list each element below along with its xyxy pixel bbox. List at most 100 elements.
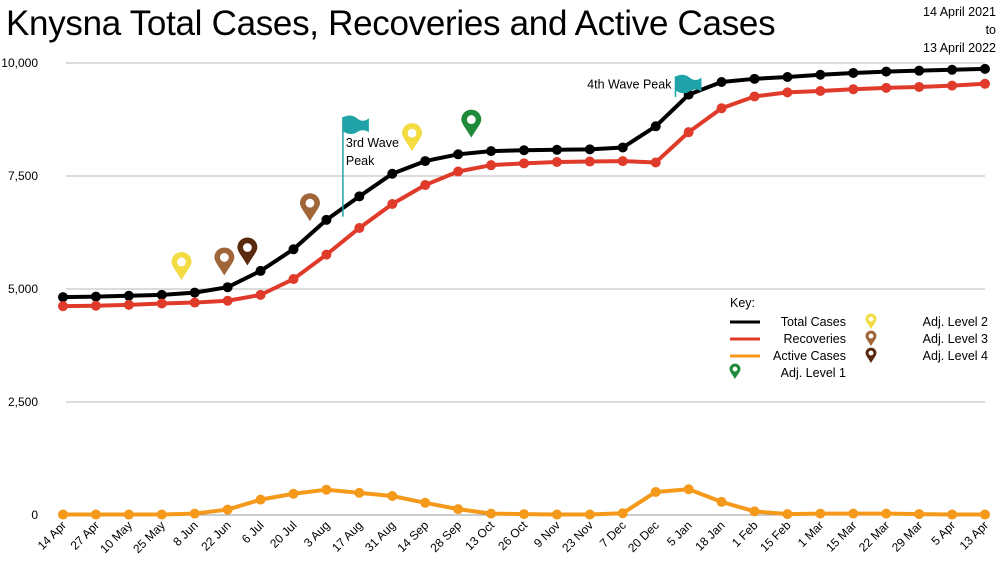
y-tick-label: 10,000 (1, 56, 38, 70)
legend-label: Total Cases (781, 315, 846, 329)
data-point-recoveries (486, 160, 497, 171)
data-point-active-cases (519, 509, 529, 520)
data-point-total-cases (354, 191, 365, 202)
data-point-active-cases (222, 504, 233, 515)
data-point-total-cases (947, 64, 958, 75)
data-point-active-cases (123, 509, 134, 520)
x-tick-label: 18 Jan (692, 518, 727, 553)
y-tick-label: 2,500 (8, 395, 38, 409)
x-tick-label: 5 Jan (664, 518, 695, 549)
data-point-total-cases (486, 146, 497, 157)
legend-label: Adj. Level 4 (923, 349, 988, 363)
level-pin-icon-hole (243, 243, 252, 252)
y-tick-label: 0 (31, 508, 38, 522)
data-point-recoveries (716, 103, 727, 114)
x-tick-label: 13 Oct (462, 518, 497, 553)
data-point-recoveries (387, 199, 398, 210)
legend-pin-icon-hole (868, 316, 874, 322)
data-point-active-cases (255, 494, 266, 505)
data-point-recoveries (156, 298, 167, 309)
x-tick-label: 27 Apr (68, 518, 102, 552)
data-point-active-cases (815, 508, 826, 519)
series-group (58, 63, 990, 520)
grid-lines (66, 62, 985, 516)
data-point-active-cases (584, 509, 595, 520)
data-point-recoveries (255, 289, 266, 300)
data-point-total-cases (420, 156, 431, 167)
x-tick-label: 28 Sep (427, 518, 464, 555)
x-tick-label: 23 Nov (559, 518, 596, 555)
x-tick-label: 1 Feb (729, 518, 761, 550)
flag-icon (342, 115, 369, 135)
level-pin-icon-hole (177, 257, 186, 267)
x-tick-label: 15 Feb (757, 518, 794, 555)
date-to: 13 April 2022 (923, 41, 996, 55)
data-point-active-cases (58, 509, 68, 520)
annotation-label: Peak (346, 154, 375, 168)
x-tick-label: 10 May (97, 518, 135, 556)
x-tick-label: 1 Mar (795, 518, 827, 550)
level-pin-icon-hole (466, 115, 476, 124)
level-pin-icon-hole (407, 128, 417, 138)
legend-label: Adj. Level 2 (923, 315, 988, 329)
level-pin-icon-hole (305, 198, 315, 208)
x-tick-label: 22 Mar (856, 518, 892, 554)
data-point-total-cases (584, 144, 595, 155)
data-point-recoveries (90, 300, 101, 311)
data-point-active-cases (486, 508, 497, 519)
data-point-recoveries (453, 166, 464, 177)
date-to-word: to (985, 23, 996, 37)
data-point-total-cases (189, 287, 200, 298)
y-axis-ticks: 0 2,500 5,000 7,500 10,000 (1, 56, 38, 522)
data-point-active-cases (650, 486, 661, 497)
data-point-active-cases (189, 508, 200, 519)
x-tick-label: 3 Aug (301, 518, 333, 550)
data-point-total-cases (782, 72, 793, 83)
x-tick-label: 25 May (130, 518, 168, 556)
data-point-recoveries (947, 80, 958, 91)
data-point-recoveries (58, 301, 68, 312)
data-point-total-cases (650, 121, 661, 132)
data-point-recoveries (848, 84, 859, 95)
data-point-total-cases (156, 289, 167, 300)
legend: Key: Total Cases Recoveries Active Cases Adj… (729, 296, 988, 380)
data-point-total-cases (914, 65, 925, 76)
data-point-recoveries (321, 249, 332, 260)
flag-icon (675, 74, 702, 94)
legend-pin-icon-hole (868, 350, 874, 356)
data-point-active-cases (848, 508, 859, 519)
series-line-total-cases (61, 66, 987, 300)
annotation-label: 3rd Wave (346, 136, 399, 150)
x-tick-label: 14 Sep (395, 518, 432, 555)
data-point-recoveries (222, 295, 233, 306)
x-tick-label: 26 Oct (495, 518, 530, 553)
data-point-active-cases (156, 509, 167, 520)
data-point-active-cases (914, 509, 925, 520)
data-point-recoveries (123, 299, 134, 310)
x-tick-label: 29 Mar (889, 518, 925, 554)
x-tick-label: 15 Mar (823, 518, 859, 554)
data-point-active-cases (749, 506, 760, 517)
legend-label: Adj. Level 3 (923, 332, 988, 346)
data-point-recoveries (420, 180, 431, 191)
data-point-recoveries (815, 86, 826, 97)
data-point-total-cases (980, 63, 990, 74)
data-point-recoveries (749, 91, 760, 102)
data-point-total-cases (519, 145, 529, 156)
data-point-total-cases (288, 244, 299, 255)
data-point-active-cases (782, 509, 793, 520)
data-point-recoveries (189, 297, 200, 308)
data-point-total-cases (551, 144, 562, 155)
date-range: 14 April 2021 to 13 April 2022 (923, 3, 996, 57)
data-point-total-cases (617, 142, 628, 153)
data-point-active-cases (321, 484, 332, 495)
data-point-total-cases (881, 66, 892, 77)
data-point-total-cases (453, 149, 464, 160)
data-point-total-cases (321, 214, 332, 225)
data-point-total-cases (58, 292, 68, 303)
date-from: 14 April 2021 (923, 5, 996, 19)
data-point-recoveries (288, 274, 299, 285)
x-tick-label: 8 Jun (170, 518, 201, 549)
x-tick-label: 20 Dec (625, 518, 662, 555)
